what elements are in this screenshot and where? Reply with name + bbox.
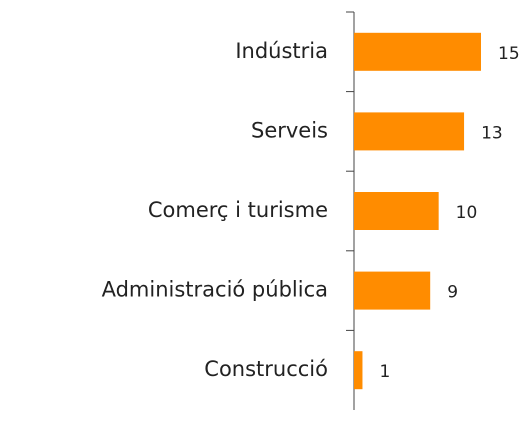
- value-label: 1: [379, 362, 390, 382]
- bar: [354, 192, 439, 230]
- bar: [354, 271, 431, 310]
- category-label: Serveis: [251, 118, 328, 142]
- category-label: Comerç i turisme: [148, 198, 328, 222]
- bar: [354, 351, 363, 390]
- category-label: Construcció: [204, 357, 328, 381]
- value-label: 9: [447, 283, 458, 303]
- category-label: Administració pública: [102, 278, 328, 302]
- value-label: 13: [481, 123, 503, 143]
- bar: [354, 32, 481, 71]
- value-label: 15: [498, 44, 520, 64]
- value-label: 10: [456, 203, 478, 223]
- category-label: Indústria: [235, 39, 328, 63]
- bar: [354, 112, 465, 151]
